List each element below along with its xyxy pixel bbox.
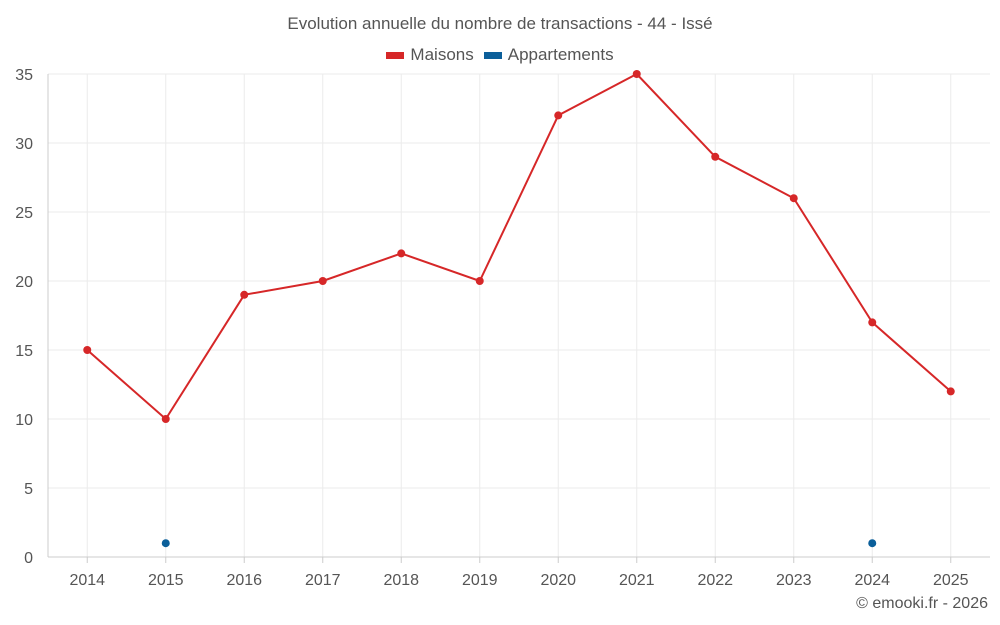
y-tick-label: 30	[15, 136, 33, 153]
x-tick-label: 2021	[619, 572, 655, 589]
x-tick-label: 2016	[226, 572, 262, 589]
y-tick-label: 15	[15, 343, 33, 360]
data-point-maisons[interactable]	[240, 290, 249, 299]
x-tick-label: 2024	[854, 572, 890, 589]
x-tick-label: 2022	[697, 572, 733, 589]
legend-swatch-maisons	[386, 51, 405, 59]
chart-title: Evolution annuelle du nombre de transact…	[287, 14, 713, 33]
data-point-maisons[interactable]	[711, 152, 720, 161]
series-line-maisons	[86, 72, 952, 421]
legend-label-maisons: Maisons	[410, 45, 474, 64]
y-tick-label: 5	[24, 481, 33, 498]
data-point-maisons[interactable]	[946, 387, 955, 396]
x-tick-label: 2017	[305, 572, 341, 589]
legend-item-appartements[interactable]: Appartements	[483, 45, 614, 65]
x-tick-label: 2023	[776, 572, 812, 589]
data-point-maisons[interactable]	[318, 277, 327, 285]
x-tick-label: 2014	[69, 572, 105, 589]
data-point-appartements[interactable]	[868, 539, 877, 548]
x-tick-label: 2019	[462, 572, 498, 589]
data-point-maisons[interactable]	[868, 318, 877, 327]
data-point-maisons[interactable]	[161, 415, 170, 423]
x-tick-label: 2025	[933, 572, 969, 589]
x-tick-label: 2015	[148, 572, 184, 589]
x-tick-label: 2020	[540, 572, 576, 589]
legend: Maisons Appartements	[0, 45, 1000, 65]
x-tick-label: 2018	[383, 572, 419, 589]
legend-swatch-appartements	[483, 51, 502, 59]
data-point-maisons[interactable]	[475, 277, 484, 285]
legend-item-maisons[interactable]: Maisons	[386, 45, 474, 65]
data-point-appartements[interactable]	[161, 539, 170, 548]
data-point-maisons[interactable]	[632, 70, 641, 78]
data-point-maisons[interactable]	[789, 194, 798, 203]
credit-text: © emooki.fr - 2026	[856, 595, 988, 612]
data-point-maisons[interactable]	[83, 346, 92, 354]
data-point-maisons[interactable]	[397, 249, 406, 258]
y-tick-label: 10	[15, 412, 33, 429]
legend-label-appartements: Appartements	[507, 45, 614, 64]
data-point-maisons[interactable]	[554, 111, 563, 120]
y-tick-label: 25	[15, 205, 33, 222]
y-tick-label: 0	[24, 550, 33, 567]
y-tick-label: 20	[15, 274, 33, 291]
y-tick-label: 35	[15, 67, 33, 84]
